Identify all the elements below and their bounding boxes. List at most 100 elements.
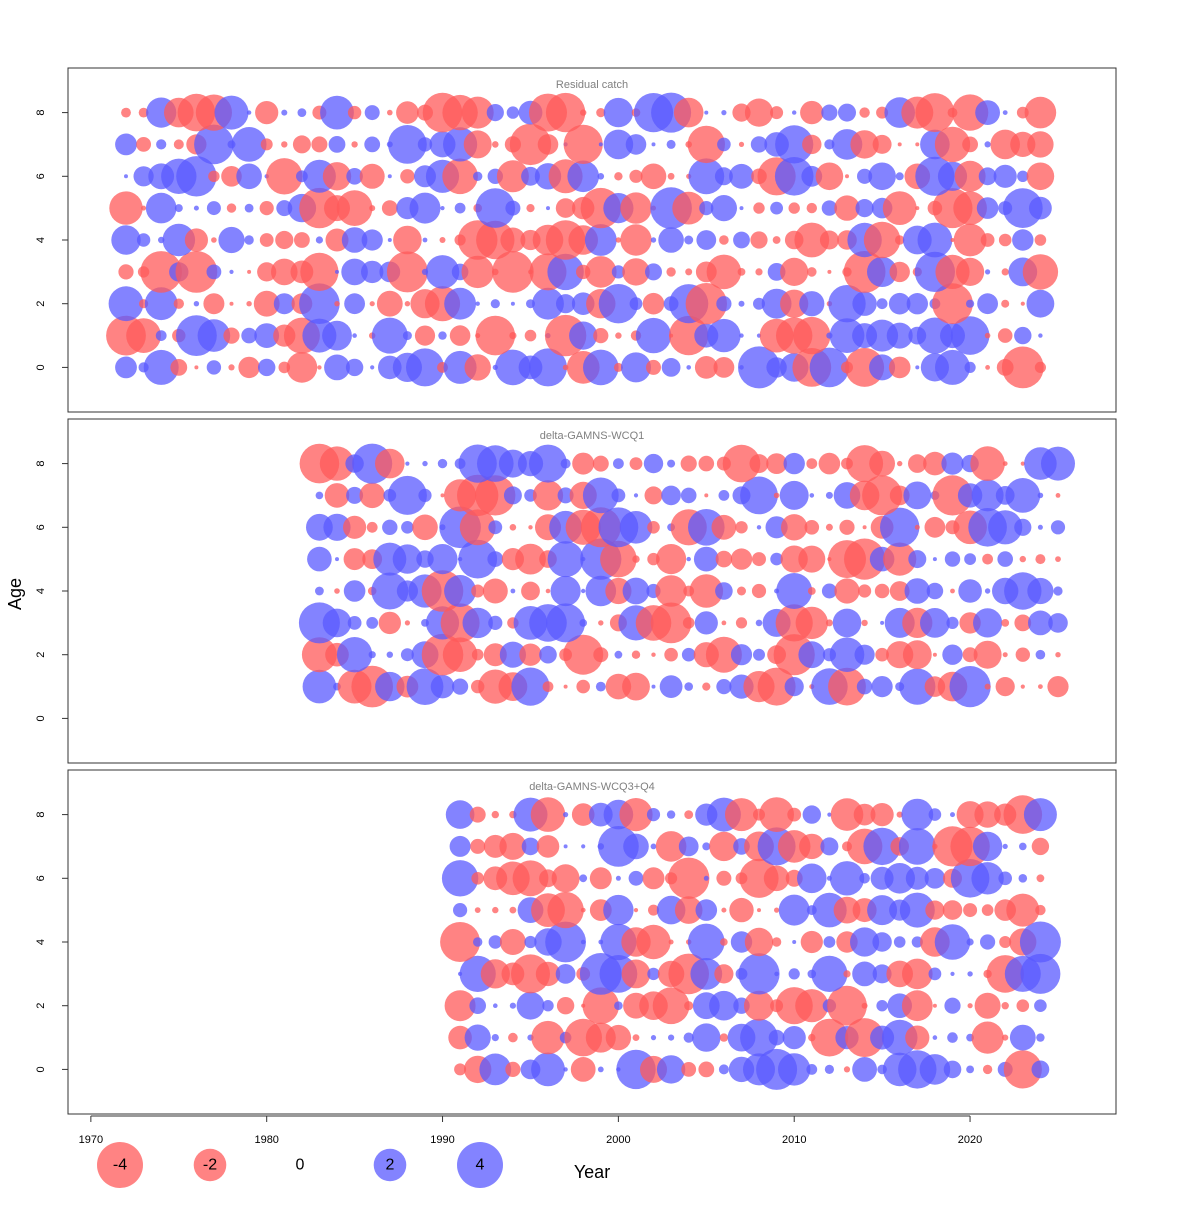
y-tick-label: 2 <box>35 301 47 307</box>
bubble-1986-age-5 <box>369 205 376 212</box>
bubble-2004-age-5 <box>674 896 703 924</box>
bubble-1984-age-4 <box>334 588 340 594</box>
bubble-1992-age-4 <box>473 937 483 947</box>
bubble-1984-age-8 <box>320 95 354 130</box>
bubble-1983-age-2 <box>299 283 340 325</box>
bubble-1973-age-5 <box>141 205 147 211</box>
bubble-1994-age-1 <box>509 332 517 340</box>
bubble-2022-age-3 <box>1001 619 1010 627</box>
bubble-2001-age-8 <box>629 457 643 470</box>
bubble-2005-age-3 <box>694 611 718 635</box>
bubble-2008-age-8 <box>744 98 774 127</box>
bubble-2016-age-4 <box>893 936 906 948</box>
bubble-1997-age-5 <box>547 541 584 578</box>
bubble-2012-age-7 <box>820 837 839 856</box>
bubble-1990-age-4 <box>439 237 446 243</box>
y-tick-label: 4 <box>35 237 47 243</box>
x-tick-label: 1980 <box>254 1134 278 1146</box>
bubble-1996-age-7 <box>537 134 559 155</box>
bubble-2008-age-3 <box>738 953 780 995</box>
bubble-2010-age-1 <box>782 1026 806 1050</box>
bubble-1996-age-3 <box>535 961 561 987</box>
bubble-2022-age-5 <box>997 551 1013 567</box>
bubble-2019-age-7 <box>934 126 971 163</box>
bubble-1979-age-0 <box>238 356 260 379</box>
bubble-2024-age-6 <box>1037 524 1043 530</box>
bubble-1998-age-6 <box>567 160 599 193</box>
bubble-1983-age-5 <box>307 546 332 572</box>
bubble-2010-age-1 <box>784 677 804 697</box>
bubble-2000-age-6 <box>615 875 621 881</box>
y-axis: 0 2 4 6 8 <box>35 461 68 721</box>
bubble-2010-age-3 <box>788 968 800 980</box>
bubble-1977-age-3 <box>206 264 222 280</box>
bubble-2001-age-5 <box>632 555 640 563</box>
bubble-2002-age-2 <box>651 652 656 657</box>
bubble-2013-age-8 <box>838 103 856 122</box>
bubble-1997-age-3 <box>555 964 576 984</box>
bubble-2025-age-7 <box>1055 493 1061 498</box>
bubble-2002-age-1 <box>635 317 672 354</box>
bubble-1987-age-1 <box>371 317 408 354</box>
bubble-2012-age-4 <box>819 230 839 250</box>
bubble-2003-age-8 <box>667 459 676 468</box>
x-tick-label: 2010 <box>782 1134 806 1146</box>
bubble-2015-age-3 <box>880 620 885 625</box>
bubble-2009-age-4 <box>771 937 782 947</box>
bubble-1993-age-2 <box>483 643 507 667</box>
bubble-2011-age-6 <box>797 863 827 894</box>
bubble-1994-age-4 <box>500 227 526 253</box>
bubble-1984-age-6 <box>323 513 351 541</box>
bubble-2022-age-7 <box>1002 843 1008 850</box>
bubble-2004-age-8 <box>680 455 697 472</box>
bubble-2008-age-3 <box>755 268 763 276</box>
bubble-1993-age-5 <box>492 906 499 914</box>
bubble-1986-age-2 <box>368 651 376 659</box>
bubble-2011-age-2 <box>798 641 826 669</box>
bubble-2023-age-5 <box>1006 893 1040 927</box>
bubble-1984-age-2 <box>334 301 340 307</box>
bubble-2008-age-0 <box>738 346 780 389</box>
bubble-2005-age-5 <box>693 546 719 572</box>
bubble-2011-age-8 <box>806 458 818 469</box>
bubble-2021-age-7 <box>984 141 991 148</box>
bubble-2022-age-4 <box>999 936 1012 948</box>
bubble-2009-age-5 <box>770 201 783 215</box>
bubble-2023-age-8 <box>1020 461 1025 466</box>
bubble-2007-age-5 <box>729 897 754 923</box>
bubble-2024-age-2 <box>1035 649 1046 660</box>
bubble-2022-age-4 <box>998 233 1012 247</box>
bubble-2001-age-7 <box>623 833 649 860</box>
bubble-2021-age-6 <box>978 167 997 186</box>
bubble-1983-age-0 <box>317 365 322 370</box>
bubble-2020-age-1 <box>949 666 991 708</box>
bubble-2012-age-1 <box>810 1018 849 1057</box>
bubble-1993-age-1 <box>475 315 516 356</box>
bubble-2011-age-8 <box>802 805 821 824</box>
bubble-2018-age-2 <box>932 652 937 657</box>
bubble-1992-age-0 <box>464 354 491 381</box>
bubble-1977-age-1 <box>197 319 231 352</box>
bubble-2017-age-7 <box>915 142 920 147</box>
bubble-1992-age-2 <box>471 648 484 661</box>
bubble-2005-age-4 <box>687 923 725 961</box>
bubble-2007-age-4 <box>733 231 750 249</box>
y-axis-label: Age <box>5 578 25 610</box>
bubble-1986-age-3 <box>361 260 384 284</box>
bubble-2011-age-8 <box>800 100 824 125</box>
bubble-1997-age-8 <box>545 92 586 133</box>
bubble-2014-age-3 <box>861 619 868 627</box>
bubble-1997-age-1 <box>563 684 568 689</box>
bubble-1993-age-6 <box>488 520 503 535</box>
bubble-1991-age-2 <box>444 287 476 320</box>
bubble-1999-age-7 <box>598 142 603 147</box>
bubble-2021-age-7 <box>972 831 1003 862</box>
bubble-2004-age-5 <box>672 191 706 225</box>
bubble-2020-age-4 <box>953 223 987 257</box>
bubble-2011-age-4 <box>800 930 823 954</box>
bubble-1998-age-1 <box>576 679 590 694</box>
bubble-2008-age-4 <box>744 927 774 957</box>
bubble-1988-age-2 <box>400 648 414 662</box>
bubble-1995-age-4 <box>521 581 540 601</box>
bubble-2014-age-8 <box>859 107 870 118</box>
